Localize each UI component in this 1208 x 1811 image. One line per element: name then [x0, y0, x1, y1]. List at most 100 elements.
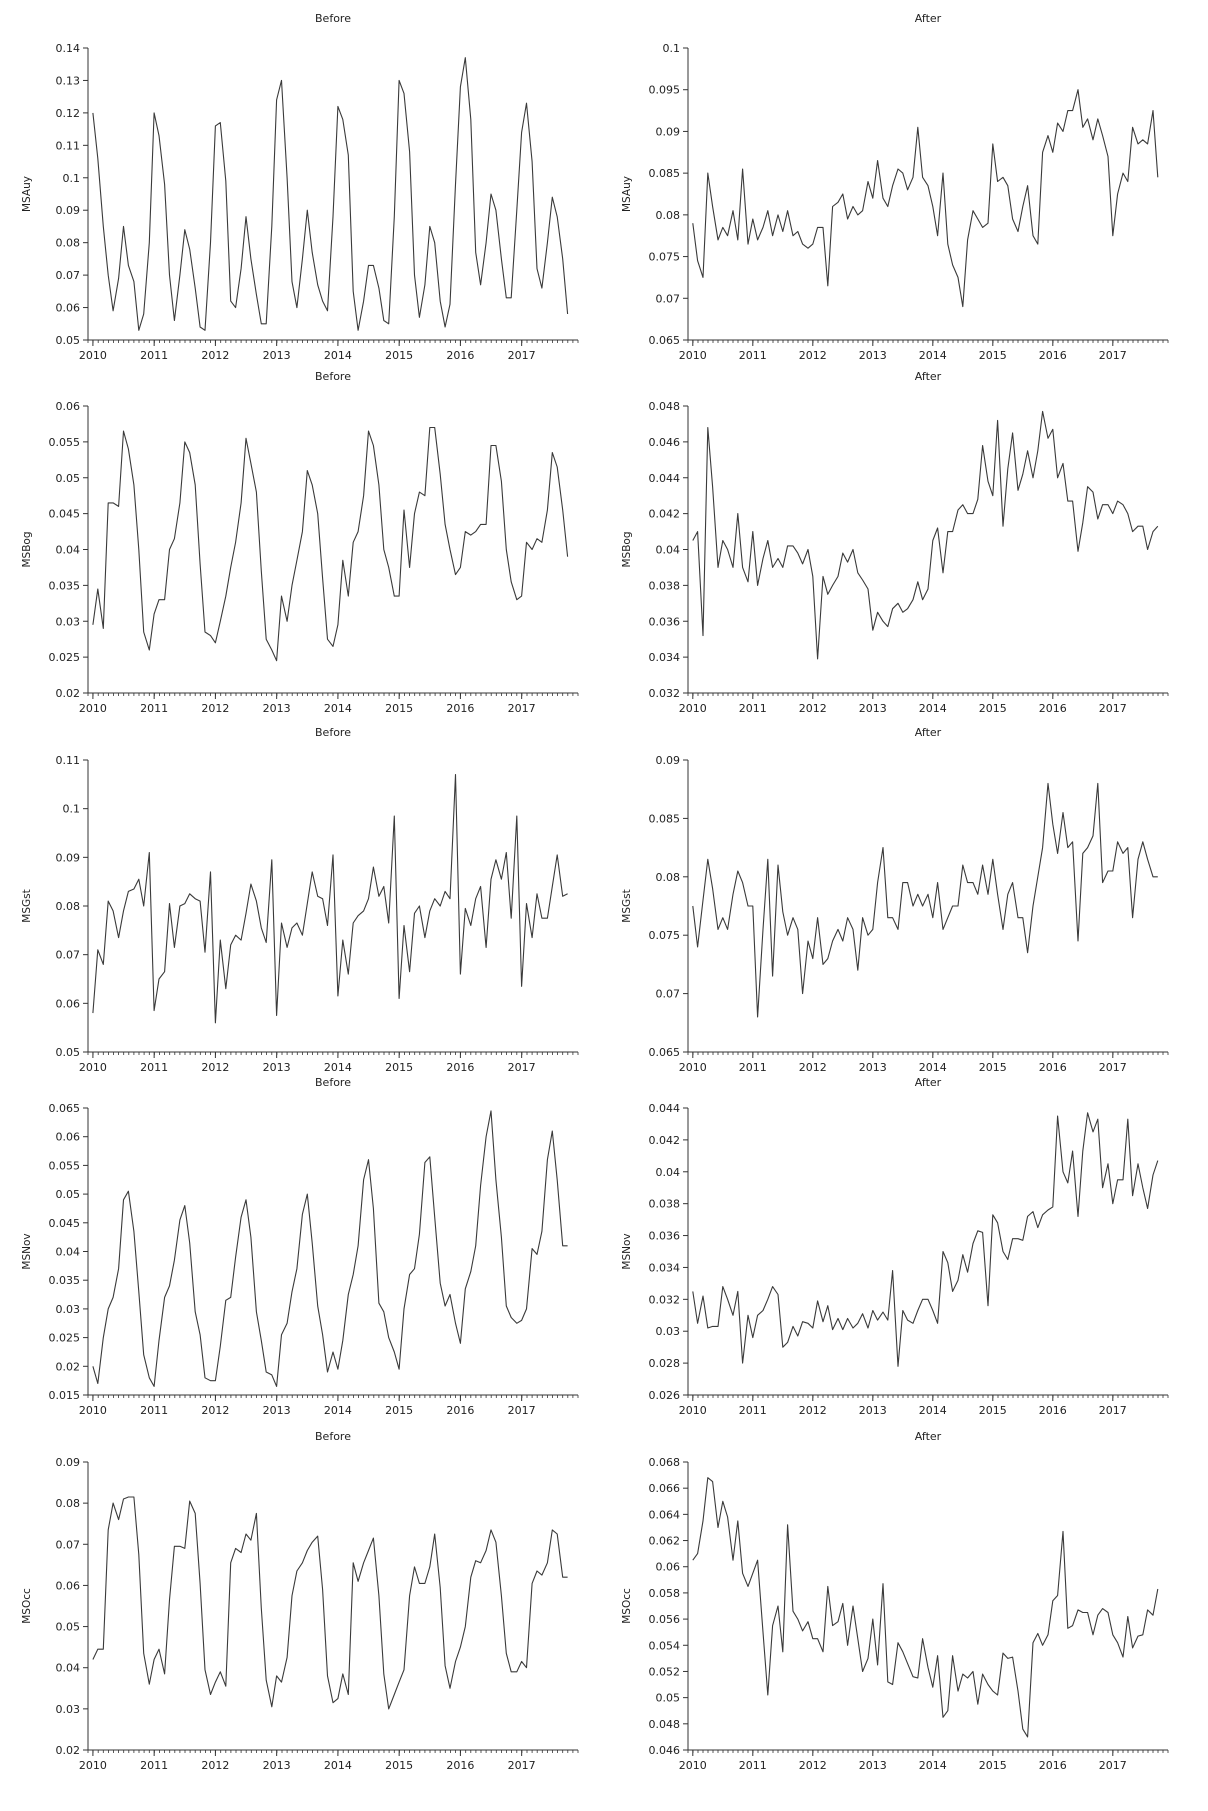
y-tick-label: 0.035 — [49, 579, 81, 592]
x-tick-label: 2012 — [799, 1061, 827, 1074]
x-tick-label: 2012 — [201, 1061, 229, 1074]
x-tick-label: 2017 — [508, 1759, 536, 1772]
x-tick-label: 2011 — [140, 1759, 168, 1772]
y-axis-label: MSNov — [621, 1233, 633, 1269]
y-tick-label: 0.09 — [656, 125, 681, 138]
x-tick-label: 2013 — [263, 349, 291, 362]
chart-panel-1: Before MSAuy 0.05 0.06 0.07 0.08 0.09 0.1 0.11 0.… — [21, 12, 579, 362]
x-tick-label: 2011 — [140, 1061, 168, 1074]
series-line — [692, 782, 1158, 1018]
chart-panel-4: After MSBog 0.032 0.034 0.036 0.038 0.04 0.042 0… — [621, 370, 1169, 715]
x-tick-label: 2011 — [739, 1759, 767, 1772]
x-minor-ticks — [87, 1395, 579, 1398]
x-tick-label: 2013 — [859, 1061, 887, 1074]
y-tick-label: 0.045 — [49, 1217, 81, 1230]
x-tick-label: 2017 — [1099, 1404, 1127, 1417]
x-tick-label: 2015 — [979, 1061, 1007, 1074]
y-tick-label: 0.06 — [56, 302, 81, 315]
x-tick-label: 2016 — [446, 349, 474, 362]
x-minor-ticks — [687, 1052, 1169, 1055]
y-axis-label: MSBog — [621, 531, 633, 567]
y-tick-label: 0.04 — [656, 544, 681, 557]
x-tick-label: 2014 — [919, 1759, 947, 1772]
x-tick-label: 2014 — [324, 1759, 352, 1772]
x-tick-label: 2017 — [508, 702, 536, 715]
x-tick-label: 2010 — [79, 1061, 107, 1074]
x-tick-label: 2016 — [446, 1404, 474, 1417]
x-tick-label: 2015 — [385, 1404, 413, 1417]
chart-title: After — [915, 12, 942, 25]
y-tick-label: 0.044 — [649, 1102, 681, 1115]
chart-panel-5: Before MSGst 0.05 0.06 0.07 0.08 0.09 0.1 0.11 20… — [21, 726, 579, 1074]
x-tick-label: 2017 — [1099, 1759, 1127, 1772]
x-tick-label: 2012 — [799, 702, 827, 715]
series-line — [692, 1477, 1159, 1738]
y-axis-label: MSOcc — [621, 1588, 633, 1624]
chart-title: Before — [315, 1076, 351, 1089]
y-tick-label: 0.062 — [649, 1535, 681, 1548]
x-tick-label: 2013 — [263, 1404, 291, 1417]
x-tick-label: 2014 — [919, 702, 947, 715]
y-tick-label: 0.065 — [49, 1102, 81, 1115]
x-tick-label: 2014 — [919, 349, 947, 362]
y-tick-label: 0.042 — [649, 508, 681, 521]
y-tick-label: 0.042 — [649, 1134, 681, 1147]
chart-panel-6: After MSGst 0.065 0.07 0.075 0.08 0.085 0.09 201… — [621, 726, 1169, 1074]
x-minor-ticks — [687, 340, 1169, 343]
chart-title: Before — [315, 370, 351, 383]
y-tick-label: 0.065 — [649, 1046, 681, 1059]
x-tick-label: 2015 — [385, 349, 413, 362]
x-minor-ticks — [687, 1395, 1169, 1398]
x-tick-label: 2012 — [799, 1404, 827, 1417]
x-tick-label: 2013 — [859, 1404, 887, 1417]
y-tick-label: 0.028 — [649, 1357, 681, 1370]
x-tick-label: 2010 — [79, 1759, 107, 1772]
chart-panel-9: Before MSOcc 0.02 0.03 0.04 0.05 0.06 0.07 0.08 0… — [21, 1430, 579, 1772]
y-tick-label: 0.035 — [49, 1274, 81, 1287]
y-tick-label: 0.02 — [56, 1360, 81, 1373]
y-axis-label: MSAuy — [21, 176, 33, 212]
x-tick-label: 2016 — [446, 702, 474, 715]
y-tick-label: 0.09 — [56, 851, 81, 864]
x-tick-label: 2015 — [385, 1061, 413, 1074]
chart-title: After — [915, 1076, 942, 1089]
x-tick-label: 2010 — [79, 349, 107, 362]
y-tick-label: 0.038 — [649, 1198, 681, 1211]
y-tick-label: 0.04 — [56, 1662, 81, 1675]
y-tick-label: 0.048 — [649, 400, 681, 413]
chart-panel-10: After MSOcc 0.046 0.048 0.05 0.052 0.054 0.056 0… — [621, 1430, 1169, 1772]
y-tick-label: 0.04 — [656, 1166, 681, 1179]
x-tick-label: 2016 — [1039, 702, 1067, 715]
x-tick-label: 2012 — [201, 702, 229, 715]
y-tick-label: 0.025 — [49, 651, 81, 664]
x-tick-label: 2015 — [979, 702, 1007, 715]
y-tick-label: 0.06 — [56, 1131, 81, 1144]
y-tick-label: 0.06 — [56, 400, 81, 413]
y-tick-label: 0.09 — [656, 754, 681, 767]
y-tick-label: 0.04 — [56, 544, 81, 557]
x-tick-label: 2017 — [508, 1061, 536, 1074]
y-tick-label: 0.052 — [649, 1665, 681, 1678]
x-tick-label: 2016 — [1039, 1404, 1067, 1417]
y-tick-label: 0.08 — [56, 237, 81, 250]
x-tick-label: 2016 — [1039, 349, 1067, 362]
x-tick-label: 2013 — [263, 1061, 291, 1074]
y-tick-label: 0.068 — [649, 1456, 681, 1469]
y-tick-label: 0.08 — [656, 209, 681, 222]
x-tick-label: 2014 — [324, 1061, 352, 1074]
y-tick-label: 0.045 — [49, 508, 81, 521]
x-tick-label: 2010 — [679, 349, 707, 362]
x-tick-label: 2013 — [859, 349, 887, 362]
x-tick-label: 2016 — [446, 1759, 474, 1772]
x-tick-label: 2011 — [140, 1404, 168, 1417]
x-tick-label: 2017 — [1099, 1061, 1127, 1074]
y-tick-label: 0.03 — [56, 1703, 81, 1716]
y-tick-label: 0.038 — [649, 579, 681, 592]
y-tick-label: 0.075 — [649, 929, 681, 942]
y-tick-label: 0.05 — [56, 472, 81, 485]
y-axis-label: MSGst — [621, 889, 633, 922]
y-tick-label: 0.11 — [56, 754, 81, 767]
y-tick-label: 0.046 — [649, 436, 681, 449]
y-tick-label: 0.034 — [649, 651, 681, 664]
y-tick-label: 0.07 — [56, 949, 81, 962]
